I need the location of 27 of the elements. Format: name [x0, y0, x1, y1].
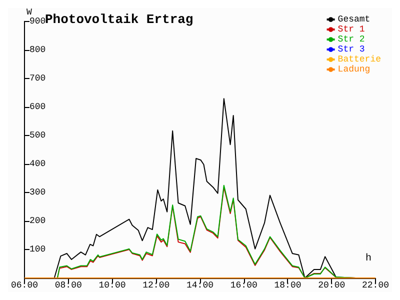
x-tick-label: 22:00 — [362, 280, 390, 290]
y-tick-label: 200 — [30, 216, 46, 226]
y-tick-label: 600 — [30, 102, 46, 112]
chart-title: Photovoltaik Ertrag — [45, 12, 194, 27]
x-tick-label: 14:00 — [186, 280, 214, 290]
y-tick-label: 700 — [30, 73, 46, 84]
legend-label: Ladung — [338, 64, 370, 74]
legend-label: Str 2 — [338, 34, 365, 44]
y-axis-title: W — [26, 8, 32, 18]
y-tick-label: 900 — [30, 16, 46, 26]
legend-label: Str 1 — [338, 24, 365, 34]
x-tick-label: 20:00 — [318, 280, 346, 290]
legend-label: Str 3 — [338, 44, 365, 54]
y-tick-label: 400 — [30, 158, 46, 169]
x-tick-label: 08:00 — [54, 280, 82, 290]
y-tick-label: 500 — [30, 130, 46, 140]
y-tick-label: 800 — [30, 44, 46, 55]
y-tick-label: 300 — [30, 187, 46, 198]
x-tick-label: 12:00 — [142, 280, 170, 290]
y-tick-label: 100 — [30, 244, 46, 254]
x-tick-label: 10:00 — [98, 280, 126, 290]
x-tick-label: 16:00 — [230, 280, 258, 290]
x-axis-title: h — [366, 252, 372, 264]
x-tick-label: 06:00 — [10, 280, 38, 290]
legend-label: Gesamt — [338, 14, 370, 24]
legend-label: Batterie — [338, 54, 382, 64]
x-tick-label: 18:00 — [274, 280, 302, 290]
